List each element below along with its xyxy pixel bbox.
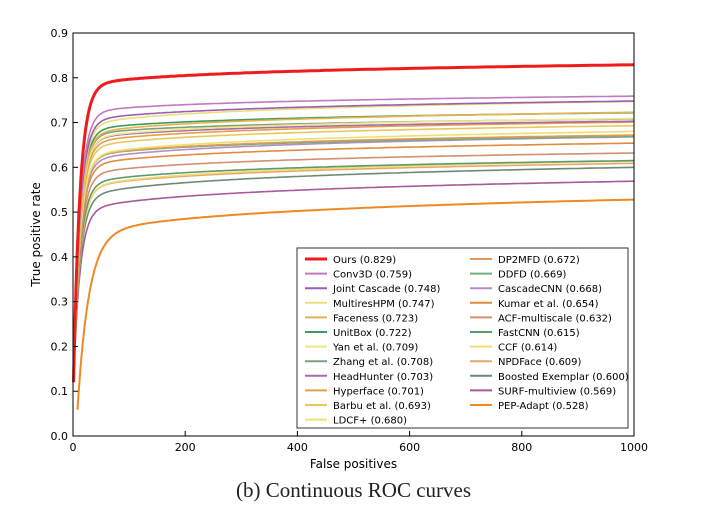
legend-label: UnitBox (0.722): [333, 328, 412, 339]
legend-label: Hyperface (0.701): [333, 386, 424, 397]
legend-label: Ours (0.829): [333, 255, 396, 266]
series-line: [72, 180, 635, 383]
y-tick-label: 0.1: [51, 385, 69, 398]
legend-label: DDFD (0.669): [498, 270, 567, 281]
legend-label: Joint Cascade (0.748): [332, 284, 440, 295]
legend-label: DP2MFD (0.672): [498, 255, 580, 266]
legend-label: Barbu et al. (0.693): [333, 401, 431, 412]
legend: Ours (0.829) Conv3D (0.759) Joint Cascade …: [296, 247, 629, 429]
legend-label: SURF-multiview (0.569): [498, 386, 616, 397]
legend-label: ACF-multiscale (0.632): [498, 313, 612, 324]
x-tick-label: 200: [175, 441, 196, 454]
curves-layer: [72, 63, 635, 411]
roc-chart: 0 200 400 600 800 1000 0.00.10.20.30.40.50.60…: [29, 27, 648, 471]
legend-label: CCF (0.614): [498, 343, 557, 354]
x-tick-label: 0: [70, 441, 77, 454]
x-axis-label: False positives: [310, 457, 397, 471]
y-tick-label: 0.7: [51, 117, 69, 130]
legend-label: LDCF+ (0.680): [333, 416, 407, 427]
legend-label: MultiresHPM (0.747): [333, 299, 435, 310]
legend-box: [296, 247, 629, 429]
legend-label: PEP-Adapt (0.528): [498, 401, 589, 412]
x-axis: 0 200 400 600 800 1000: [70, 431, 648, 454]
y-axis-label: True positive rate: [29, 182, 43, 288]
legend-label: CascadeCNN (0.668): [498, 284, 602, 295]
y-tick-label: 0.5: [51, 206, 69, 219]
legend-label: Conv3D (0.759): [333, 270, 412, 281]
y-tick-label: 0.4: [51, 251, 69, 264]
y-tick-label: 0.3: [51, 296, 69, 309]
legend-label: Faceness (0.723): [333, 313, 418, 324]
series-line: [76, 198, 635, 411]
y-tick-label: 0.0: [51, 430, 69, 443]
legend-label: Kumar et al. (0.654): [498, 299, 599, 310]
figure-caption: (b) Continuous ROC curves: [235, 478, 472, 502]
x-tick-label: 1000: [620, 441, 648, 454]
legend-label: Yan et al. (0.709): [332, 343, 418, 354]
legend-label: Boosted Exemplar (0.600): [498, 372, 629, 383]
x-tick-label: 600: [399, 441, 420, 454]
legend-label: HeadHunter (0.703): [333, 372, 433, 383]
y-tick-label: 0.6: [51, 161, 69, 174]
legend-label: NPDFace (0.609): [498, 357, 582, 368]
series-line: [72, 63, 635, 384]
x-tick-label: 400: [287, 441, 308, 454]
y-tick-label: 0.9: [51, 27, 69, 40]
legend-label: FastCNN (0.615): [498, 328, 580, 339]
x-tick-label: 800: [511, 441, 532, 454]
y-axis: 0.0 0.1 0.2 0.3 0.4 0.5 0.6 0.7 0.8 0.9: [51, 27, 78, 443]
y-tick-label: 0.2: [51, 340, 69, 353]
plot-frame: [72, 32, 635, 437]
y-tick-label: 0.8: [51, 72, 69, 85]
legend-label: Zhang et al. (0.708): [333, 357, 433, 368]
